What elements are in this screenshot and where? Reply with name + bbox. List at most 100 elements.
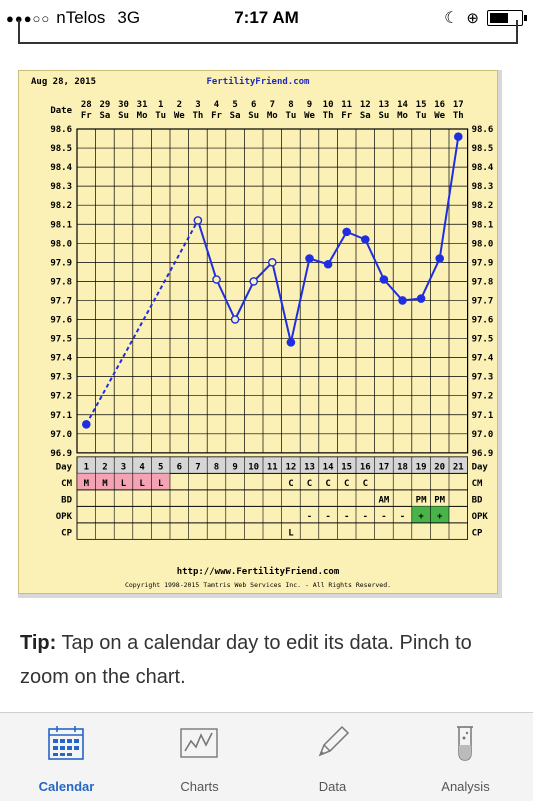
- pencil-icon: [318, 725, 350, 757]
- weekday-label: Su: [378, 111, 389, 121]
- date-label: 9: [307, 100, 312, 110]
- y-tick-label-right: 98.4: [472, 163, 494, 173]
- cell-value: C: [288, 479, 293, 489]
- y-tick-label-left: 98.0: [50, 239, 72, 249]
- bbt-chart[interactable]: Aug 28, 2015 FertilityFriend.com http://…: [19, 71, 497, 593]
- row-label-left: CP: [61, 528, 72, 538]
- tab-bar: Calendar Charts Data Analysis: [0, 712, 533, 801]
- cell-highlight: [151, 473, 170, 490]
- fertility-chart[interactable]: Aug 28, 2015 FertilityFriend.com http://…: [18, 70, 502, 598]
- date-label: 8: [288, 100, 293, 110]
- series-line: [438, 136, 460, 259]
- y-tick-label-right: 97.6: [472, 316, 494, 326]
- plot-area-border: [76, 128, 469, 454]
- tab-calendar-label: Calendar: [38, 779, 95, 794]
- y-tick-label-right: 98.6: [472, 125, 494, 135]
- tab-calendar[interactable]: Calendar: [0, 713, 133, 801]
- y-tick-label-left: 97.0: [50, 430, 72, 440]
- y-tick-label-right: 97.8: [472, 277, 494, 287]
- date-label: 4: [214, 100, 220, 110]
- series-line: [420, 258, 441, 299]
- weekday-label: Th: [192, 111, 203, 121]
- cell-value: 13: [304, 462, 315, 472]
- cell-value: -: [381, 512, 386, 522]
- y-tick-label-left: 97.3: [50, 373, 72, 383]
- y-tick-label-right: 97.1: [472, 411, 494, 421]
- date-label: 11: [341, 100, 352, 110]
- tip-text: Tip: Tap on a calendar day to edit its d…: [20, 626, 520, 694]
- chart-date-stamp: Aug 28, 2015: [31, 77, 96, 87]
- weekday-label: We: [174, 111, 185, 121]
- weekday-label: Tu: [416, 111, 427, 121]
- weekday-label: Th: [323, 111, 334, 121]
- tab-analysis[interactable]: Analysis: [399, 713, 532, 801]
- y-tick-label-right: 98.1: [472, 220, 494, 230]
- weekday-label: Su: [248, 111, 259, 121]
- calendar-icon: [48, 726, 84, 760]
- temperature-point: [305, 254, 314, 263]
- weekday-label: Th: [453, 111, 464, 121]
- status-bar: ●●●○○ nTelos 3G 7:17 AM ☾ ⊕: [0, 0, 533, 34]
- temperature-point-open: [267, 258, 277, 267]
- cell-value: C: [363, 479, 368, 489]
- temperature-point: [379, 275, 389, 284]
- y-tick-label-left: 97.2: [50, 392, 72, 402]
- date-label: 1: [158, 100, 163, 110]
- weekday-label: Sa: [230, 111, 241, 121]
- weekday-label: Mo: [397, 111, 408, 121]
- tab-charts[interactable]: Charts: [133, 713, 266, 801]
- series-line: [252, 261, 274, 283]
- y-tick-label-left: 97.7: [50, 296, 72, 306]
- series-line-dashed: [85, 219, 199, 425]
- weekday-label: Fr: [341, 111, 352, 121]
- y-tick-label-left: 97.5: [50, 335, 72, 345]
- y-tick-label-left: 98.6: [50, 125, 72, 135]
- series-line: [364, 239, 385, 280]
- weekday-label: We: [304, 111, 315, 121]
- date-label: 2: [177, 100, 182, 110]
- cell-value: L: [158, 479, 164, 489]
- rotation-lock-icon: ⊕: [466, 10, 479, 27]
- cell-value: L: [288, 528, 294, 538]
- row-label-left: CM: [61, 479, 72, 489]
- battery-icon: [487, 10, 527, 26]
- status-icons: ☾ ⊕: [444, 8, 527, 28]
- weekday-label: Fr: [211, 111, 222, 121]
- cell-value: 17: [378, 462, 389, 472]
- weekday-label: We: [434, 111, 445, 121]
- date-label: 29: [99, 100, 110, 110]
- chart-copyright: Copyright 1998-2015 Tamtris Web Services…: [125, 581, 391, 589]
- y-tick-label-right: 97.7: [472, 296, 494, 306]
- y-tick-label-left: 97.9: [50, 258, 72, 268]
- y-tick-label-left: 97.6: [50, 316, 72, 326]
- cell-value: -: [307, 512, 312, 522]
- date-label: 10: [323, 100, 334, 110]
- temperature-point: [82, 419, 91, 429]
- carrier-info: ●●●○○ nTelos 3G: [6, 8, 140, 28]
- weekday-label: Fr: [81, 111, 92, 121]
- cell-value: -: [344, 512, 349, 522]
- y-tick-label-left: 97.1: [50, 411, 72, 421]
- tab-charts-label: Charts: [180, 779, 219, 794]
- row-label-right: Day: [472, 462, 489, 472]
- tip-body: Tap on a calendar day to edit its data. …: [20, 632, 472, 688]
- tab-data[interactable]: Data: [266, 713, 399, 801]
- date-label: 12: [360, 100, 371, 110]
- temperature-point: [435, 254, 445, 263]
- cell-highlight: [132, 473, 152, 490]
- date-row-label: Date: [50, 106, 72, 116]
- series-line: [215, 279, 237, 320]
- temperature-point: [286, 338, 296, 347]
- date-label: 30: [118, 100, 129, 110]
- date-label: 31: [137, 100, 148, 110]
- row-label-left: OPK: [56, 512, 73, 522]
- cell-value: 10: [248, 462, 259, 472]
- cell-value: 7: [195, 462, 200, 472]
- y-tick-label-right: 98.5: [472, 144, 494, 154]
- cell-value: 4: [139, 462, 145, 472]
- weekday-label: Tu: [285, 111, 296, 121]
- cell-value: 2: [102, 462, 107, 472]
- series-line: [271, 262, 292, 343]
- cell-value: 3: [121, 462, 126, 472]
- cell-value: C: [344, 479, 349, 489]
